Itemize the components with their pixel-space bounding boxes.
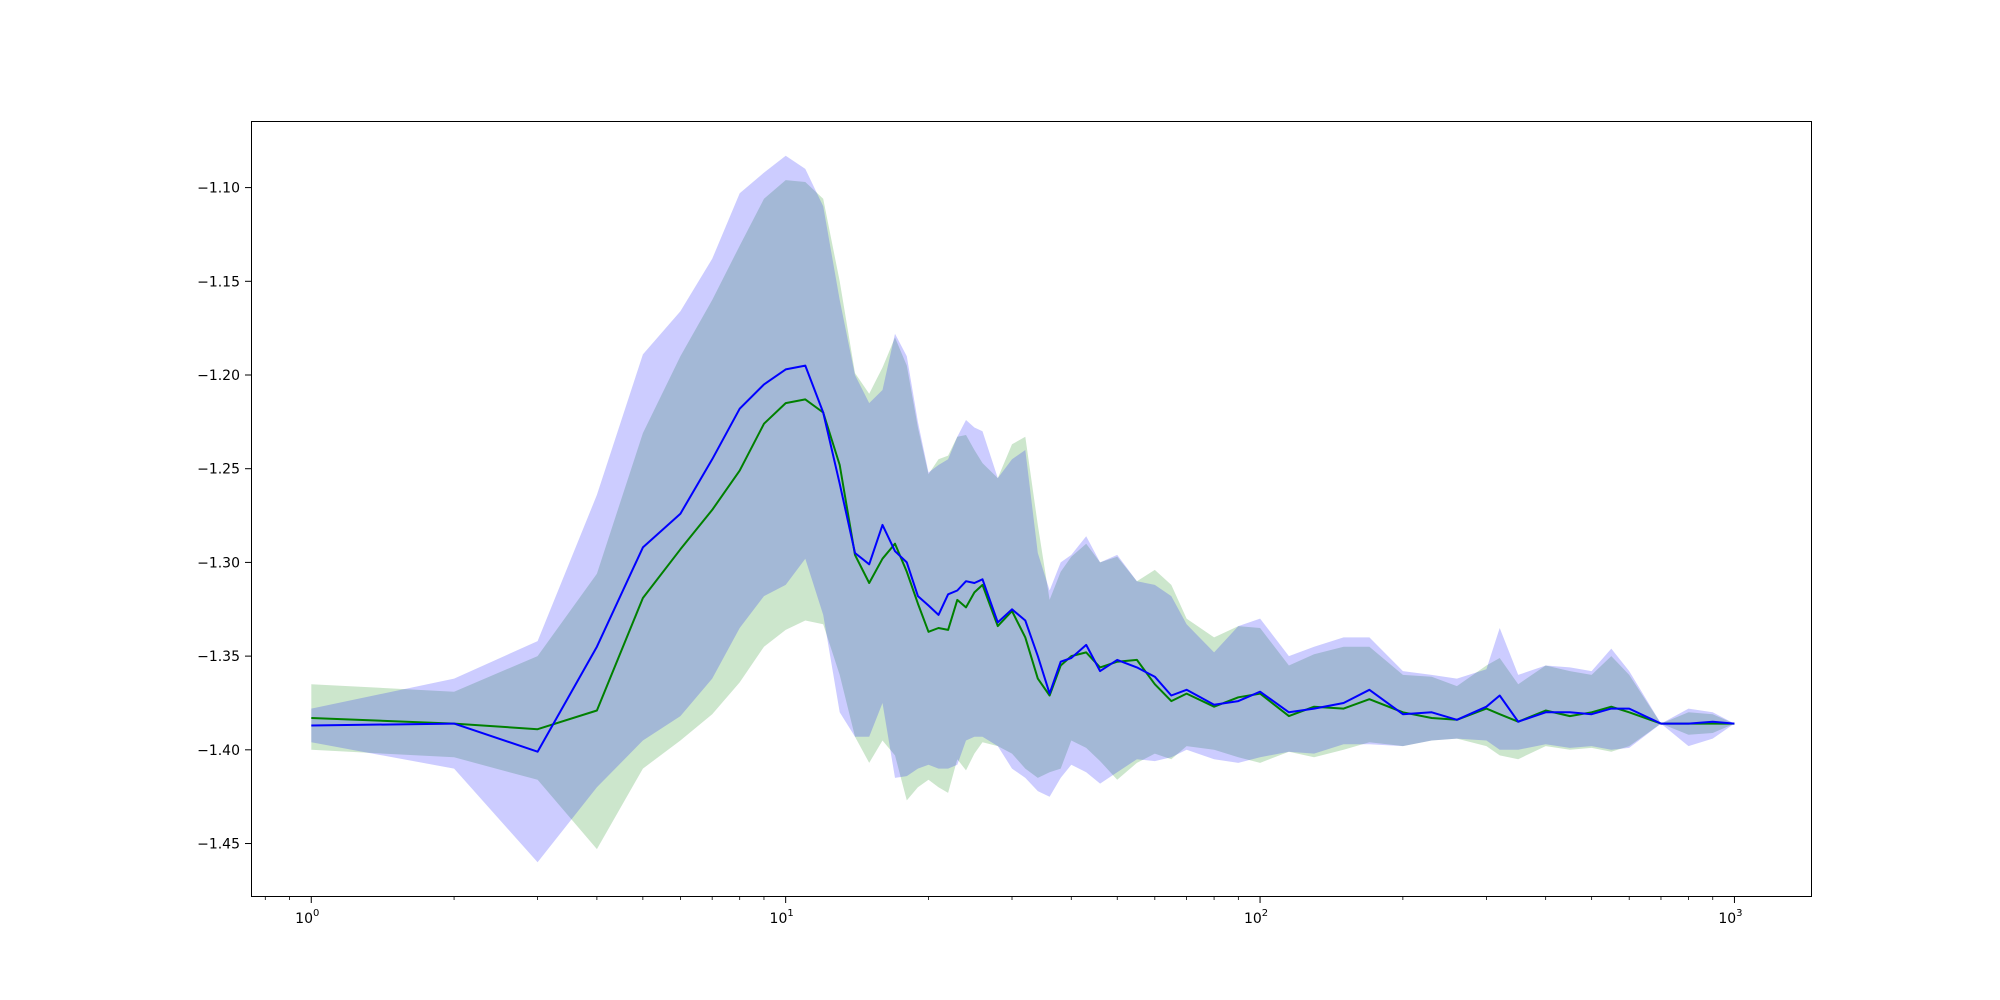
y-tick-label: −1.20	[197, 368, 240, 384]
y-tick-label: −1.45	[197, 837, 240, 853]
x-tick-label: 100	[295, 908, 319, 927]
band-series-1	[311, 180, 1735, 850]
x-tick-label: 101	[770, 908, 794, 927]
x-axis: 100 101 102 103	[264, 896, 1743, 927]
series-lines	[311, 364, 1735, 753]
y-tick-label: −1.35	[197, 649, 240, 665]
y-tick-label: −1.30	[197, 555, 240, 571]
plot-frame	[251, 121, 1812, 897]
x-tick-label: 102	[1244, 908, 1268, 927]
y-tick-label: −1.25	[197, 462, 240, 478]
x-tick-label: 103	[1718, 908, 1742, 927]
y-axis: −1.10 −1.15 −1.20 −1.25 −1.30 −1.35 −1.40 −1.45	[197, 181, 252, 853]
y-tick-label: −1.10	[197, 181, 240, 197]
y-tick-label: −1.40	[197, 743, 240, 759]
line-series-2	[311, 364, 1735, 753]
confidence-bands	[311, 155, 1735, 863]
y-tick-label: −1.15	[197, 274, 240, 290]
band-series-2	[311, 155, 1735, 863]
